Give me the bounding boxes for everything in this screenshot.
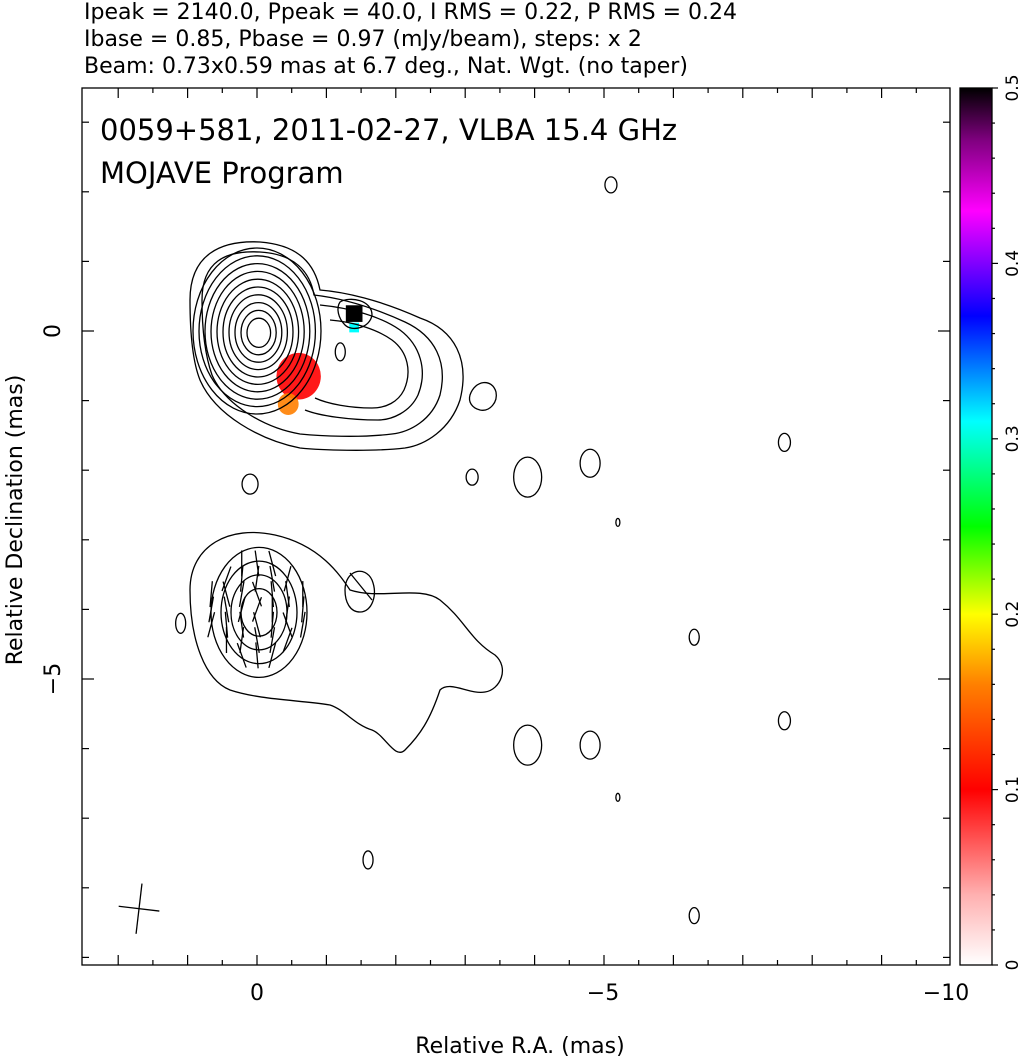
contour-i-6 (210, 270, 305, 393)
evpa-vector-33 (283, 566, 292, 592)
contour-blob-upper (468, 381, 497, 411)
evpa-vector-27 (269, 565, 276, 592)
contour-p-knot (344, 570, 375, 613)
pol-patch-4 (349, 322, 360, 333)
contour-i-9 (192, 247, 322, 415)
contour-i-1 (240, 309, 277, 356)
evpa-vector-11 (237, 596, 246, 623)
noise-contours (175, 176, 792, 925)
colorbar-label-2: 0.2 (1003, 601, 1021, 628)
noise-blob-11 (579, 730, 601, 760)
header-line-2: Ibase = 0.85, Pbase = 0.97 (mJy/beam), s… (84, 27, 642, 52)
contour-jet-2 (304, 304, 423, 421)
x-tick-label-0: 0 (250, 981, 264, 1006)
noise-blob-9 (688, 628, 700, 646)
evpa-vector-19 (251, 581, 263, 607)
polarized-intensity-contours (189, 531, 504, 753)
noise-blob-15 (688, 906, 700, 925)
noise-blob-5 (513, 456, 543, 498)
colorbar-labels: 0 0.1 0.2 0.3 0.4 0.5 (1003, 74, 1021, 970)
contour-i-5 (216, 278, 300, 386)
noise-blob-0 (604, 176, 618, 194)
noise-blob-4 (579, 448, 601, 478)
contour-jet-1 (201, 251, 443, 437)
evpa-vector-8 (236, 642, 247, 668)
evpa-vector-2 (209, 581, 213, 608)
x-tick-label-2: −10 (923, 981, 969, 1006)
noise-blob-3 (334, 342, 346, 362)
colorbar-ticks (992, 87, 998, 966)
evpa-vector-1 (208, 596, 215, 623)
contour-i-7 (204, 262, 311, 400)
evpa-vector-0 (207, 611, 216, 638)
evpa-vector-24 (270, 611, 275, 638)
contour-i-8 (198, 255, 317, 408)
evpa-vector-4 (224, 611, 229, 638)
header-line-1: Ipeak = 2140.0, Ppeak = 40.0, I RMS = 0.… (84, 0, 737, 25)
noise-blob-14 (362, 850, 374, 870)
evpa-vectors (207, 550, 373, 669)
plot-frame (81, 87, 951, 966)
contour-i-4 (222, 286, 294, 378)
contour-i-3 (228, 294, 289, 371)
header-line-3: Beam: 0.73x0.59 mas at 6.7 deg., Nat. Wg… (84, 54, 688, 79)
pol-patch-3 (345, 305, 363, 322)
evpa-vector-21 (254, 550, 260, 577)
evpa-vector-34 (299, 611, 306, 638)
fractional-polarization-map (191, 269, 363, 416)
noise-blob-1 (777, 432, 792, 453)
y-tick-label-0: 0 (41, 324, 66, 338)
evpa-vector-16 (254, 627, 260, 653)
noise-blob-10 (777, 711, 792, 731)
contour-jet-0 (189, 241, 464, 451)
evpa-vector-5 (223, 596, 230, 623)
y-tick-label-1: −5 (41, 663, 66, 695)
colorbar-label-5: 0.5 (1003, 74, 1021, 101)
noise-blob-2 (465, 468, 479, 486)
evpa-vector-22 (268, 642, 277, 669)
y-axis-label: Relative Declination (mas) (3, 375, 28, 666)
evpa-vector-13 (239, 565, 244, 592)
contour-jet-3 (314, 319, 409, 409)
colorbar-frame (959, 87, 993, 966)
contour-p-2 (220, 560, 298, 665)
contour-i-0 (246, 317, 272, 349)
evpa-vector-26 (270, 581, 275, 608)
beam-cross (118, 883, 160, 934)
colorbar (960, 88, 992, 965)
colorbar-label-4: 0.4 (1003, 250, 1021, 277)
contour-knot (337, 298, 373, 329)
noise-blob-6 (241, 473, 259, 495)
beam-minor-axis (118, 905, 160, 912)
contour-i-2 (234, 301, 283, 363)
colorbar-label-3: 0.3 (1003, 425, 1021, 452)
axis-ticks (82, 88, 950, 965)
evpa-vector-knot (349, 572, 373, 601)
x-axis-label: Relative R.A. (mas) (415, 1034, 624, 1059)
stokes-i-contours (189, 241, 497, 451)
plot-title: 0059+581, 2011-02-27, VLBA 15.4 GHz (100, 113, 677, 147)
evpa-vector-15 (255, 642, 259, 669)
colorbar-label-1: 0.1 (1003, 776, 1021, 803)
evpa-vector-35 (301, 596, 305, 623)
noise-blob-12 (513, 724, 543, 766)
plot-subtitle: MOJAVE Program (100, 156, 344, 190)
evpa-vector-30 (282, 612, 293, 638)
noise-blob-8 (175, 612, 187, 634)
evpa-vector-12 (238, 581, 245, 608)
x-tick-label-1: −5 (587, 981, 619, 1006)
noise-blob-7 (615, 517, 621, 528)
pol-patch-0 (191, 269, 310, 393)
contour-p-outer (189, 531, 504, 753)
colorbar-label-0: 0 (1003, 960, 1021, 971)
noise-blob-13 (615, 792, 621, 802)
evpa-vector-28 (268, 550, 277, 577)
evpa-vector-7 (221, 566, 232, 592)
evpa-vector-23 (269, 627, 276, 653)
